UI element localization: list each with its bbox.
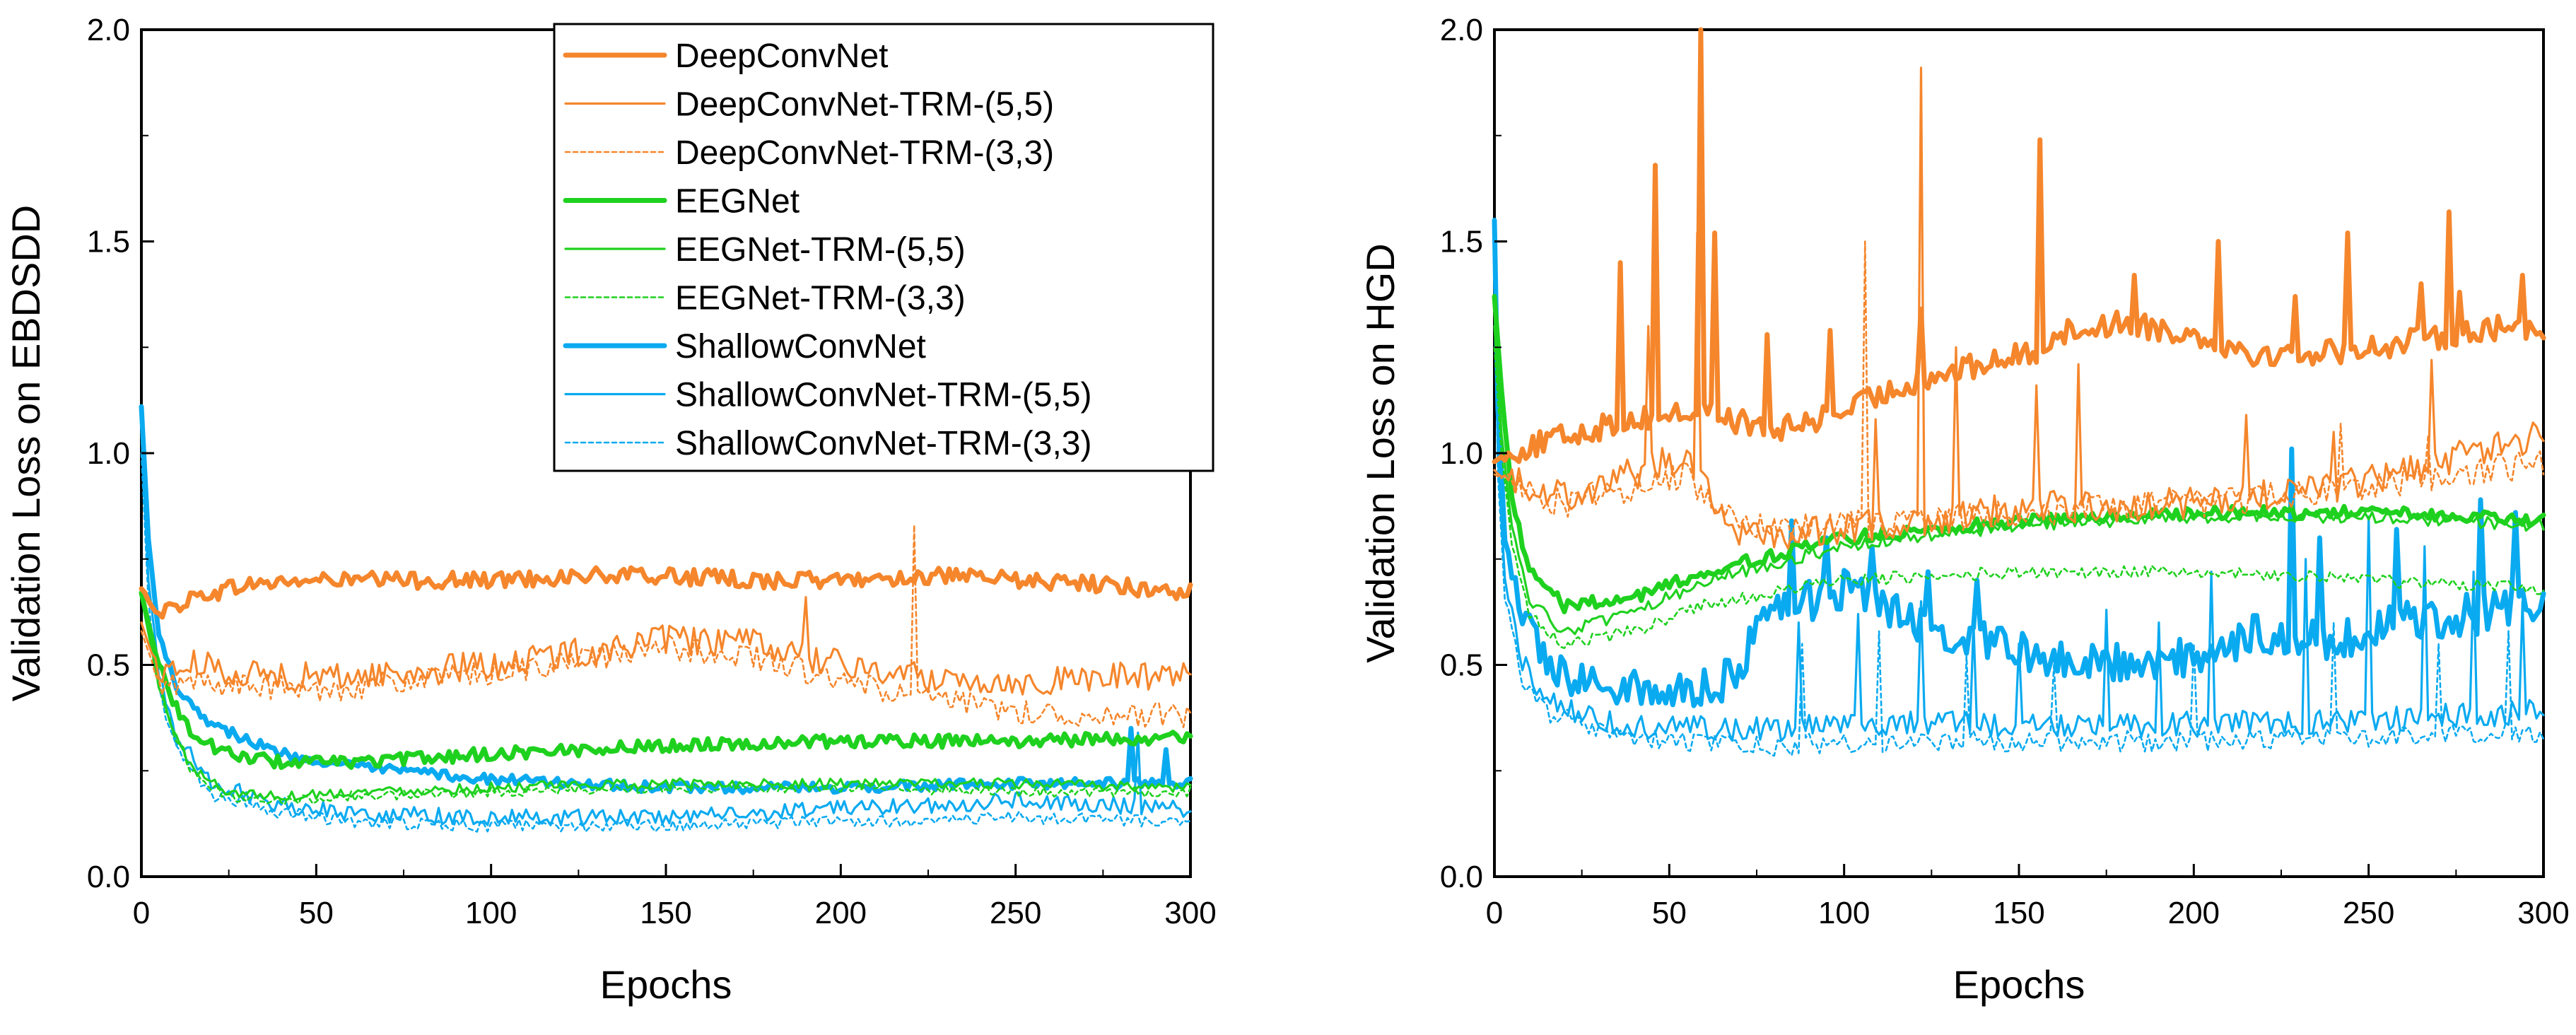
left-series-deepconvnet-trm-3-3	[140, 524, 1192, 728]
left-x-tick-label: 150	[640, 896, 691, 930]
left-series-eegnet-trm-5-5	[140, 596, 1192, 802]
left-y-tick-label: 0.0	[87, 860, 130, 894]
right-x-tick-label: 100	[1818, 896, 1870, 930]
right-y-tick-label: 1.5	[1440, 225, 1483, 259]
left-x-axis-title: Epochs	[600, 962, 732, 1007]
right-x-tick-label: 250	[2343, 896, 2394, 930]
left-x-tick-label: 100	[465, 896, 517, 930]
left-y-tick-label: 0.5	[87, 648, 130, 683]
right-series-shallowconvnet	[1492, 218, 2546, 708]
right-x-tick-label: 300	[2517, 896, 2569, 930]
left-x-tick-label: 50	[299, 896, 334, 930]
right-y-tick-label: 0.5	[1440, 648, 1483, 683]
right-y-axis-title: Validation Loss on HGD	[1358, 243, 1403, 663]
left-series-deepconvnet-trm-5-5	[140, 596, 1192, 696]
right-series-layer	[1492, 27, 2546, 757]
right-series-eegnet-trm-5-5	[1493, 324, 2545, 636]
legend-label-deepconvnet: DeepConvNet	[675, 37, 889, 75]
left-x-tick-label: 250	[990, 896, 1041, 930]
left-x-tick-label: 300	[1164, 896, 1216, 930]
left-x-tick-label: 0	[133, 896, 150, 930]
left-y-tick-label: 1.0	[87, 436, 130, 471]
legend-label-eegnet-trm-5-5: EEGNet-TRM-(5,5)	[675, 231, 966, 269]
left-series-deepconvnet	[139, 565, 1193, 620]
right-series-deepconvnet-trm-5-5	[1493, 66, 2545, 550]
legend-label-deepconvnet-trm-5-5: DeepConvNet-TRM-(5,5)	[675, 86, 1054, 124]
right-series-eegnet-trm-3-3	[1493, 346, 2545, 650]
legend-label-eegnet-trm-3-3: EEGNet-TRM-(3,3)	[675, 280, 966, 317]
right-y-tick-label: 2.0	[1440, 13, 1483, 47]
legend-label-shallowconvnet-trm-3-3: ShallowConvNet-TRM-(3,3)	[675, 425, 1091, 462]
legend-items: DeepConvNet DeepConvNet-TRM-(5,5) DeepConv…	[563, 37, 1091, 462]
legend-label-shallowconvnet-trm-5-5: ShallowConvNet-TRM-(5,5)	[675, 377, 1091, 414]
right-y-tick-label: 1.0	[1440, 436, 1483, 471]
left-y-axis-title: Validation Loss on EBDSDD	[4, 205, 48, 701]
right-x-tick-label: 150	[1993, 896, 2044, 930]
left-y-tick-label: 1.5	[87, 225, 130, 259]
left-series-shallowconvnet-trm-5-5	[140, 431, 1192, 827]
right-y-tick-label: 0.0	[1440, 860, 1483, 894]
legend-label-eegnet: EEGNet	[675, 183, 800, 221]
left-series-eegnet	[139, 590, 1193, 771]
left-series-shallowconvnet-trm-3-3	[140, 452, 1192, 833]
right-chart: 0 50 100 150 200 250 300 0.0 0.5 1.0 1.5 2.0 Epochs…	[1358, 13, 2570, 1007]
legend-box	[553, 23, 1214, 472]
left-series-layer	[139, 404, 1193, 833]
left-y-tick-label: 2.0	[87, 13, 130, 47]
legend-label-deepconvnet-trm-3-3: DeepConvNet-TRM-(3,3)	[675, 134, 1054, 172]
legend: DeepConvNet DeepConvNet-TRM-(5,5) DeepConv…	[553, 23, 1214, 472]
left-x-tick-label: 200	[815, 896, 867, 930]
right-series-deepconvnet	[1492, 27, 2546, 464]
left-chart: 0 50 100 150 200 250 300 0.0 0.5 1.0 1.5 2.0 Epochs…	[4, 13, 1217, 1007]
left-series-eegnet-trm-3-3	[140, 596, 1192, 806]
right-axis-ticks: 0 50 100 150 200 250 300 0.0 0.5 1.0 1.5 2.0	[1440, 13, 2570, 930]
right-series-shallowconvnet-trm-3-3	[1493, 283, 2545, 757]
right-x-tick-label: 200	[2168, 896, 2220, 930]
left-axis-ticks: 0 50 100 150 200 250 300 0.0 0.5 1.0 1.5 2.0	[87, 13, 1217, 930]
right-x-tick-label: 50	[1652, 896, 1687, 930]
right-x-axis-title: Epochs	[1953, 962, 2085, 1007]
legend-label-shallowconvnet: ShallowConvNet	[675, 328, 926, 366]
right-x-tick-label: 0	[1486, 896, 1503, 930]
